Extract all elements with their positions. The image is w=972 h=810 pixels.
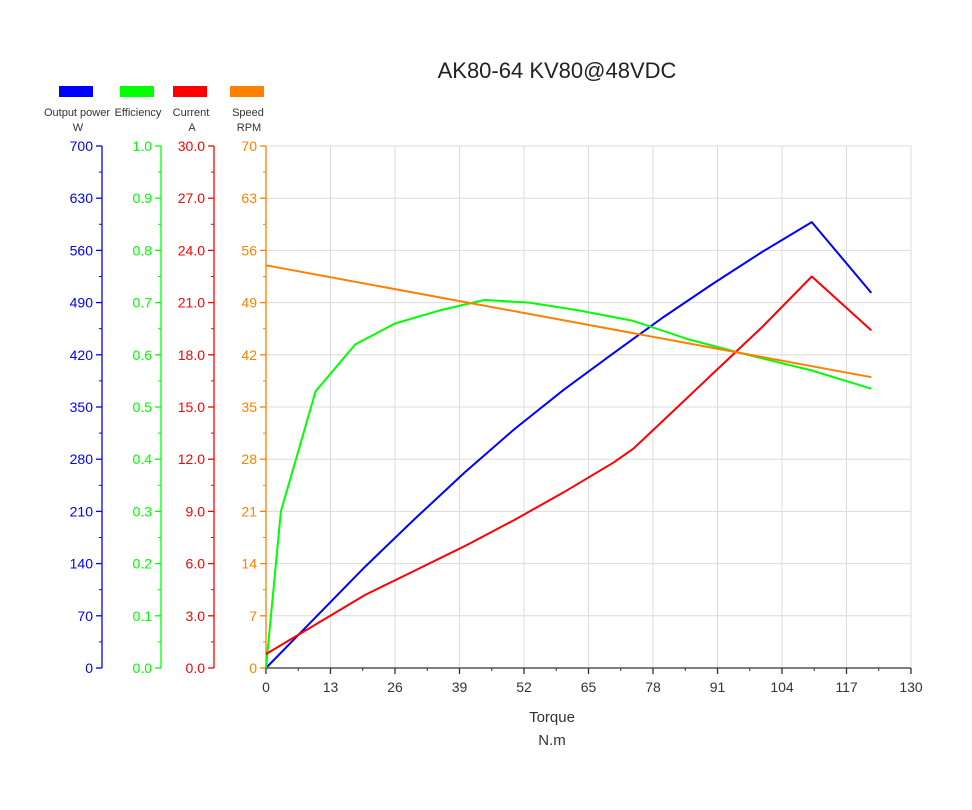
legend-label: Current (173, 107, 210, 119)
y-tick-label: 0.2 (133, 556, 153, 572)
legend-unit: W (73, 122, 84, 134)
x-tick-label: 130 (899, 679, 923, 695)
y-tick-label: 0.0 (186, 660, 206, 676)
legend-unit: A (188, 122, 196, 134)
y-axis-efficiency: 0.0 0.1 0.2 0.3 0.4 0.5 0.6 0.7 0.8 0.9 1.0 (133, 138, 162, 676)
x-tick-label: 39 (452, 679, 468, 695)
y-tick-label: 21 (241, 503, 257, 519)
legend-label: Speed (232, 107, 264, 119)
y-axis-speed: 0 7 14 21 28 35 42 49 56 63 70 (241, 138, 267, 676)
series-line-output-power (265, 221, 873, 669)
y-tick-label: 35 (241, 399, 257, 415)
y-tick-label: 0.5 (133, 399, 153, 415)
y-tick-label: 7 (249, 608, 257, 624)
x-tick-label: 13 (323, 679, 339, 695)
series-line-current (265, 275, 872, 655)
legend-label: Output power (44, 107, 110, 119)
series-line-speed (265, 264, 872, 379)
chart-title: AK80-64 KV80@48VDC (438, 58, 677, 83)
y-tick-label: 63 (241, 190, 257, 206)
y-tick-label: 30.0 (178, 138, 205, 154)
y-tick-label: 18.0 (178, 347, 205, 363)
y-tick-label: 490 (70, 295, 94, 311)
y-tick-label: 21.0 (178, 295, 205, 311)
y-tick-label: 1.0 (133, 138, 153, 154)
y-tick-label: 12.0 (178, 451, 205, 467)
y-tick-label: 14 (241, 556, 257, 572)
legend-entry-efficiency: Efficiency (115, 86, 162, 119)
legend-entry-speed: Speed RPM (230, 86, 264, 134)
y-tick-label: 3.0 (186, 608, 206, 624)
legend-entry-output-power: Output power W (44, 86, 110, 134)
legend-unit: RPM (237, 122, 261, 134)
x-tick-label: 65 (581, 679, 597, 695)
y-tick-label: 56 (241, 242, 257, 258)
x-tick-label: 0 (262, 679, 270, 695)
y-tick-label: 0.6 (133, 347, 153, 363)
x-tick-label: 117 (835, 679, 858, 695)
y-tick-label: 42 (241, 347, 257, 363)
legend-swatch (173, 86, 207, 97)
y-tick-label: 24.0 (178, 242, 205, 258)
y-tick-label: 280 (70, 451, 94, 467)
y-tick-label: 700 (70, 138, 94, 154)
x-tick-label: 52 (516, 679, 532, 695)
y-tick-label: 0 (85, 660, 93, 676)
x-tick-label: 104 (770, 679, 794, 695)
y-tick-label: 27.0 (178, 190, 205, 206)
legend: Output power W Efficiency Current A Speed RPM (44, 86, 264, 134)
y-tick-label: 630 (70, 190, 94, 206)
x-tick-label: 91 (710, 679, 726, 695)
x-axis-label: Torque (529, 709, 575, 726)
legend-swatch (59, 86, 93, 97)
y-tick-label: 49 (241, 295, 257, 311)
y-tick-label: 0.3 (133, 503, 153, 519)
y-tick-label: 560 (70, 242, 94, 258)
y-tick-label: 28 (241, 451, 257, 467)
y-tick-label: 70 (241, 138, 257, 154)
y-tick-label: 0.1 (133, 608, 153, 624)
legend-swatch (120, 86, 154, 97)
y-tick-label: 0.7 (133, 295, 153, 311)
legend-entry-current: Current A (173, 86, 210, 134)
y-tick-label: 140 (70, 556, 94, 572)
plot-grid (266, 145, 912, 668)
y-tick-label: 420 (70, 347, 94, 363)
series-lines (265, 221, 873, 669)
y-axes-group: 0701402102803504204905606307000.00.10.20… (70, 138, 267, 676)
legend-swatch (230, 86, 264, 97)
x-axis: 0 13 26 39 52 65 78 91 104 117 130 (262, 667, 923, 695)
y-tick-label: 350 (70, 399, 94, 415)
x-tick-label: 78 (645, 679, 661, 695)
y-tick-label: 0.8 (133, 242, 153, 258)
y-tick-label: 210 (70, 503, 94, 519)
y-axis-current: 0.0 3.0 6.0 9.0 12.0 15.0 18.0 21.0 24.0 27.0 30.0 (178, 138, 215, 676)
y-tick-label: 0.4 (133, 451, 153, 467)
y-tick-label: 15.0 (178, 399, 205, 415)
x-axis-unit: N.m (538, 732, 566, 749)
y-axis-output-power: 0 70 140 210 280 350 420 490 560 630 700 (70, 138, 103, 676)
y-tick-label: 9.0 (186, 503, 206, 519)
y-tick-label: 6.0 (186, 556, 206, 572)
y-tick-label: 0.0 (133, 660, 153, 676)
y-tick-label: 0.9 (133, 190, 153, 206)
y-tick-label: 0 (249, 660, 257, 676)
x-tick-label: 26 (387, 679, 403, 695)
y-tick-label: 70 (77, 608, 93, 624)
legend-label: Efficiency (115, 107, 162, 119)
